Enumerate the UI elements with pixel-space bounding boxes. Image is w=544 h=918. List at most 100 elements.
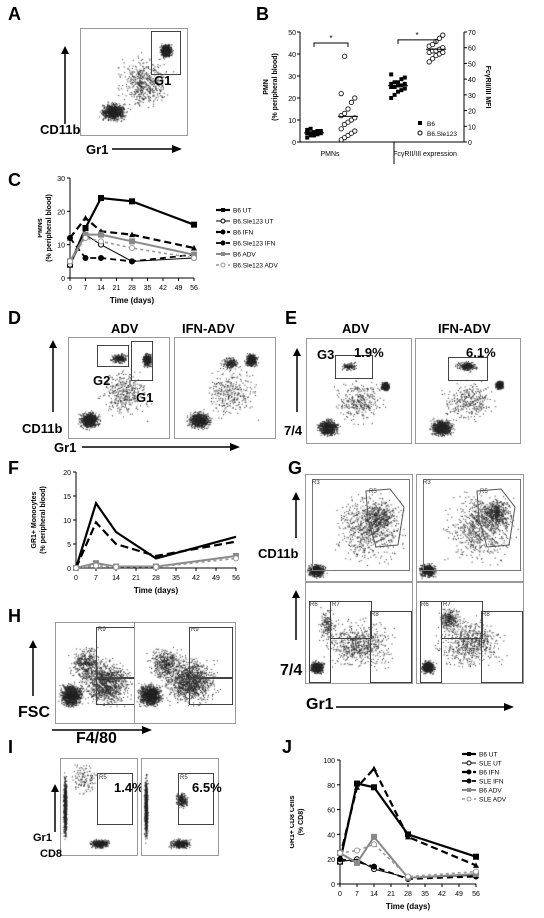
gate-r3-g1 xyxy=(312,479,410,571)
x-tick-label: 0 xyxy=(74,575,78,582)
data-point xyxy=(98,231,104,238)
gate-label-r9-h1: R9 xyxy=(98,627,106,633)
legend-marker xyxy=(220,240,226,246)
data-point xyxy=(113,564,119,571)
gate-label-g3-e: G3 xyxy=(317,347,335,362)
chart-b: 0 10 20 30 40 50 0 10 20 30 40 50 60 70 PMN (% peripher… xyxy=(263,30,491,164)
data-point xyxy=(191,255,197,261)
legend-marker xyxy=(466,778,472,784)
y2-axis-title: FcγRII/III MFI xyxy=(484,66,491,109)
data-point xyxy=(315,132,320,137)
chart-f: 0 5 10 15 20 0 7 14 21 28 35 42 49 56 Time (days) GR1+ … xyxy=(31,470,240,595)
y2-tick-label: 50 xyxy=(468,61,476,68)
y-axis-title: (% peripheral blood) xyxy=(46,194,53,262)
legend-marker xyxy=(221,208,225,212)
legend-label: B6.Sle123 IFN xyxy=(233,241,276,248)
data-point xyxy=(473,868,479,875)
data-point xyxy=(396,80,400,85)
y-tick-label: 0 xyxy=(292,140,296,147)
data-point xyxy=(389,81,394,86)
data-point xyxy=(98,195,104,201)
data-point xyxy=(129,245,135,251)
pct-i-1: 1.4% xyxy=(114,780,144,795)
data-point xyxy=(153,564,159,571)
flow-plot-g2 xyxy=(416,474,524,582)
flow-plot-h2 xyxy=(134,622,236,724)
chart-j: 0 20 40 60 80 100 0 7 14 21 28 35 42 49 56 Time (days) G… xyxy=(290,752,507,912)
x-tick-label: 35 xyxy=(144,285,152,292)
y-axis-title: (% CD8) xyxy=(298,809,305,836)
x-tick-label: 28 xyxy=(152,575,160,582)
legend-marker xyxy=(466,760,472,766)
ylabel-a: CD11b xyxy=(40,122,81,137)
data-point xyxy=(354,784,360,790)
panel-letter-e: E xyxy=(285,308,298,328)
y-axis-title: (% peripheral blood) xyxy=(40,486,47,554)
data-point xyxy=(82,255,89,261)
data-point xyxy=(402,75,407,80)
data-point xyxy=(129,231,135,238)
y-tick-label: 100 xyxy=(323,758,335,765)
y-tick-label: 30 xyxy=(288,74,296,81)
gate-label-g2-d: G2 xyxy=(93,373,111,388)
data-point xyxy=(371,863,377,870)
y-arrow-g-top xyxy=(292,492,300,538)
gate-g1-d xyxy=(131,341,153,381)
legend-label: B6 IFN xyxy=(233,230,254,237)
legend-marker xyxy=(466,769,472,775)
data-point xyxy=(402,86,407,91)
data-point xyxy=(354,847,360,854)
ylabel-e: 7/4 xyxy=(284,423,303,438)
data-point xyxy=(436,35,442,41)
data-point xyxy=(342,53,348,59)
legend-marker xyxy=(466,796,472,802)
data-point xyxy=(98,255,104,261)
data-point xyxy=(405,833,411,840)
panel-letter-h: H xyxy=(8,606,21,626)
gate-r6-g3 xyxy=(309,601,331,683)
y2-tick-label: 40 xyxy=(468,77,476,84)
gate-r7-g4 xyxy=(441,601,483,639)
legend-label: SLE ADV xyxy=(479,797,507,804)
y-axis-title: (% peripheral blood) xyxy=(272,53,279,121)
x-tick-label: 21 xyxy=(113,285,121,292)
x-arrow-h xyxy=(52,726,152,734)
data-point xyxy=(389,96,394,100)
panel-e-title-ifn-adv: IFN-ADV xyxy=(438,321,491,336)
legend-marker xyxy=(467,752,471,756)
panel-d-title-adv: ADV xyxy=(111,321,139,336)
x-tick-label: 49 xyxy=(175,285,183,292)
y-tick-label: 15 xyxy=(63,494,71,501)
y-tick-label: 0 xyxy=(61,276,65,283)
data-point xyxy=(93,562,99,569)
y-arrow-a xyxy=(61,46,69,124)
y-tick-label: 30 xyxy=(57,176,65,183)
data-point xyxy=(430,56,436,62)
flow-plot-d1 xyxy=(68,337,170,439)
data-point xyxy=(392,85,397,89)
x-tick-label: 7 xyxy=(84,285,88,292)
xlabel-d: Gr1 xyxy=(54,440,77,455)
data-point xyxy=(73,565,79,571)
legend-label: SLE IFN xyxy=(479,779,504,786)
x-axis-title: Time (days) xyxy=(386,902,431,911)
y-axis-title: GR1+ CD8 Cells xyxy=(290,795,296,848)
x-tick-label: 21 xyxy=(132,575,140,582)
y-axis-title: GR1+ Monocytes xyxy=(31,491,38,548)
x-tick-label: 56 xyxy=(472,891,480,898)
x-tick-label: 35 xyxy=(421,891,429,898)
gate-label-r7-g3: R7 xyxy=(332,602,340,608)
data-point xyxy=(405,873,411,880)
pct-e-ifn-adv: 6.1% xyxy=(466,345,496,360)
significance-bracket xyxy=(313,42,349,47)
ylabel-d: CD11b xyxy=(22,421,63,436)
panel-letter-b: B xyxy=(256,4,269,24)
y2-tick-label: 60 xyxy=(468,46,476,53)
y-arrow-g-bottom xyxy=(292,590,300,640)
x-axis-title: Time (days) xyxy=(110,296,155,305)
data-point xyxy=(308,133,313,138)
data-point xyxy=(315,129,320,133)
data-point xyxy=(305,127,310,132)
legend-marker xyxy=(467,788,471,792)
panel-e-title-adv: ADV xyxy=(342,321,370,336)
